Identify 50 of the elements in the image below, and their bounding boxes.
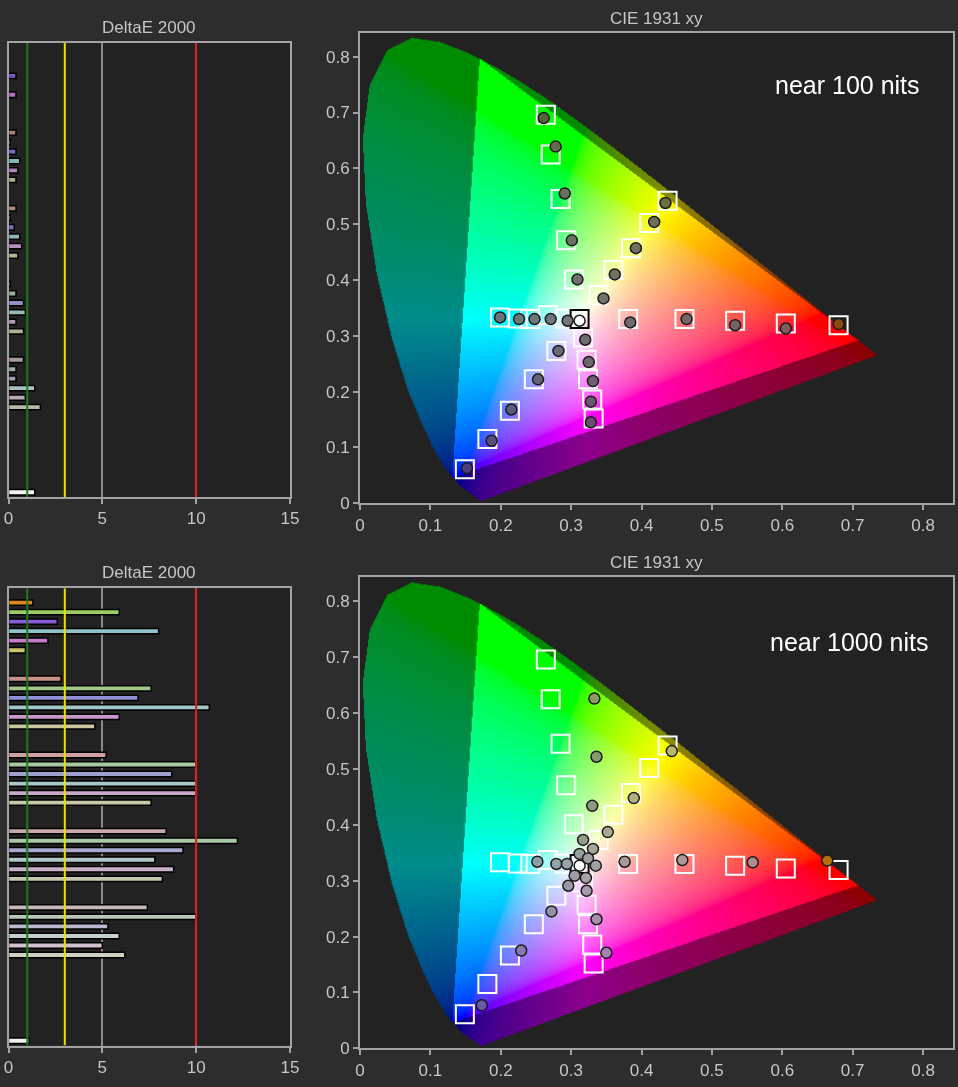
y-tick-label: 0.4 — [325, 815, 350, 835]
y-tick-label: 0.5 — [325, 759, 350, 779]
x-tick-label: 15 — [280, 1057, 300, 1077]
y-tick-label: 0.6 — [325, 704, 350, 724]
y-tick-label: 0.8 — [325, 592, 350, 612]
x-tick-label: 0.5 — [700, 515, 724, 535]
x-tick-label: 0.4 — [629, 515, 654, 535]
y-tick-label: 0.3 — [325, 871, 350, 891]
x-tick-label: 0 — [355, 515, 365, 535]
x-tick-label: 0 — [3, 1057, 14, 1077]
x-tick-label: 0.2 — [488, 1060, 513, 1080]
x-tick-label: 0.6 — [770, 1060, 795, 1080]
x-tick-label: 0.3 — [559, 515, 583, 535]
x-tick-label: 0.8 — [911, 515, 935, 535]
y-tick-label: 0 — [340, 494, 350, 514]
x-tick-label: 0.4 — [629, 1060, 654, 1080]
x-tick-label: 0 — [3, 509, 14, 529]
x-tick-label: 0.7 — [840, 1060, 865, 1080]
x-tick-label: 0.5 — [700, 1060, 724, 1080]
x-tick-label: 0.7 — [840, 515, 865, 535]
x-tick-label: 0 — [355, 1060, 365, 1080]
y-tick-label: 0.1 — [325, 438, 350, 458]
y-tick-label: 0.2 — [325, 927, 350, 947]
y-tick-label: 0 — [340, 1039, 350, 1059]
y-tick-label: 0.4 — [325, 270, 350, 290]
x-tick-label: 0.1 — [418, 515, 443, 535]
x-tick-label: 10 — [186, 1057, 206, 1077]
x-tick-label: 5 — [97, 1057, 108, 1077]
y-tick-label: 0.3 — [325, 326, 350, 346]
y-tick-label: 0.7 — [325, 103, 350, 123]
chart-title: CIE 1931 xy — [610, 9, 704, 28]
chart-title: DeltaE 2000 — [102, 563, 196, 582]
annotation: near 1000 nits — [770, 628, 929, 656]
chart-title: CIE 1931 xy — [610, 553, 704, 572]
y-tick-label: 0.6 — [325, 159, 350, 179]
y-tick-label: 0.1 — [325, 983, 350, 1003]
x-tick-label: 0.8 — [911, 1060, 935, 1080]
chart-title: DeltaE 2000 — [102, 18, 196, 37]
y-tick-label: 0.5 — [325, 215, 350, 235]
y-tick-label: 0.2 — [325, 382, 350, 402]
annotation: near 100 nits — [775, 71, 920, 99]
x-tick-label: 0.3 — [559, 1060, 583, 1080]
x-tick-label: 0.2 — [488, 515, 513, 535]
x-tick-label: 15 — [280, 509, 300, 529]
x-tick-label: 0.6 — [770, 515, 795, 535]
x-tick-label: 0.1 — [418, 1060, 443, 1080]
y-tick-label: 0.7 — [325, 648, 350, 668]
x-tick-label: 10 — [186, 509, 206, 529]
y-tick-label: 0.8 — [325, 47, 350, 67]
x-tick-label: 5 — [97, 509, 108, 529]
